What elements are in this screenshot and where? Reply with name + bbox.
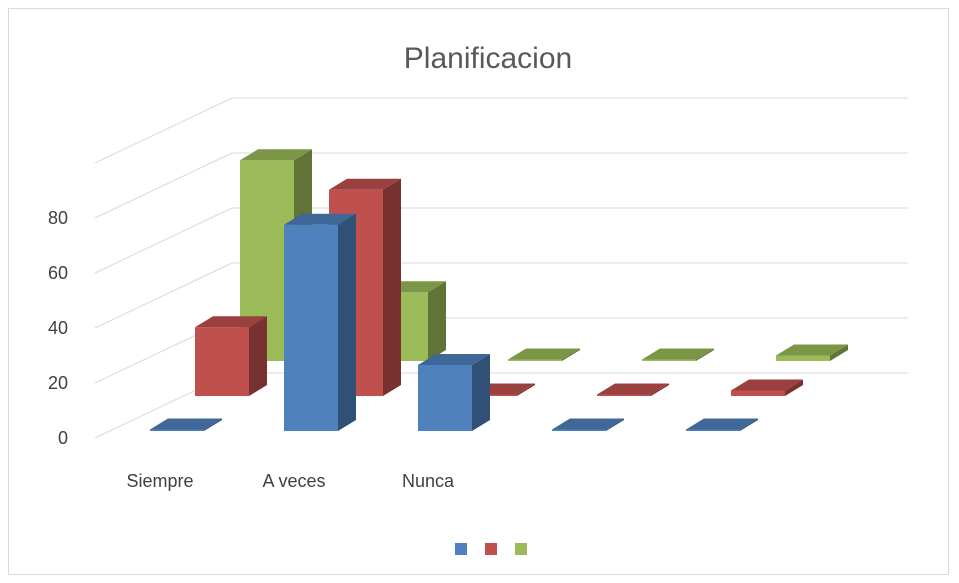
chart-title: Planificacion xyxy=(404,42,572,75)
x-category-label: Nunca xyxy=(402,471,455,491)
bar-side xyxy=(428,281,446,361)
bar-front xyxy=(150,429,204,431)
bar xyxy=(195,316,267,396)
legend-swatch xyxy=(515,543,527,555)
bar-top xyxy=(776,344,848,356)
bar-top xyxy=(284,213,356,225)
bar-top xyxy=(150,418,222,430)
bar-side xyxy=(740,418,758,431)
x-category-label: Siempre xyxy=(126,471,193,491)
legend xyxy=(455,543,527,555)
bar-top xyxy=(552,418,624,430)
bar-front xyxy=(508,359,562,361)
gridline-side xyxy=(94,262,233,329)
bar xyxy=(508,348,580,361)
bar-front xyxy=(597,394,651,396)
bar-front xyxy=(195,327,249,396)
bar xyxy=(552,418,624,431)
y-tick-label: 0 xyxy=(58,428,68,448)
bar-top xyxy=(686,418,758,430)
bar-front xyxy=(284,224,338,431)
bar-top xyxy=(240,149,312,161)
bar-front xyxy=(776,355,830,361)
bar-front xyxy=(418,365,472,431)
bar-top xyxy=(195,316,267,328)
bar xyxy=(686,418,758,431)
bar-side xyxy=(249,316,267,396)
y-tick-label: 60 xyxy=(48,263,68,283)
y-tick-label: 40 xyxy=(48,318,68,338)
bar xyxy=(642,348,714,361)
bar-side xyxy=(204,418,222,431)
bar-top xyxy=(597,383,669,395)
bar-front xyxy=(731,390,785,396)
bar-side xyxy=(338,213,356,431)
bar-side xyxy=(517,383,535,396)
legend-swatch xyxy=(455,543,467,555)
bar-top xyxy=(418,354,490,365)
chart-frame xyxy=(8,8,949,575)
legend-swatch xyxy=(485,543,497,555)
bar xyxy=(776,344,848,361)
bar xyxy=(597,383,669,396)
gridline-side xyxy=(94,152,233,219)
bar-front xyxy=(552,429,606,431)
gridline-side xyxy=(94,97,233,164)
y-tick-label: 20 xyxy=(48,373,68,393)
bar-side xyxy=(606,418,624,431)
gridline-side xyxy=(94,207,233,274)
bar xyxy=(731,379,803,396)
bars xyxy=(150,149,848,431)
bar-side xyxy=(651,383,669,396)
bar-top xyxy=(508,348,580,360)
bar-side xyxy=(785,379,803,396)
bar-top xyxy=(329,178,401,190)
bar xyxy=(418,354,490,431)
bar-side xyxy=(383,178,401,396)
bar-top xyxy=(731,379,803,391)
bar-side xyxy=(562,348,580,361)
x-category-label: A veces xyxy=(262,471,325,491)
bar-side xyxy=(830,344,848,361)
bar-front xyxy=(642,359,696,361)
y-tick-label: 80 xyxy=(48,208,68,228)
bar-front xyxy=(686,429,740,431)
bar-side xyxy=(696,348,714,361)
bar xyxy=(284,213,356,431)
bar xyxy=(150,418,222,431)
bar-side xyxy=(472,354,490,431)
bar-top xyxy=(642,348,714,360)
y-axis-ticks: 0 20 40 60 80 xyxy=(48,208,68,448)
x-axis-labels: Siempre A veces Nunca xyxy=(126,471,455,491)
